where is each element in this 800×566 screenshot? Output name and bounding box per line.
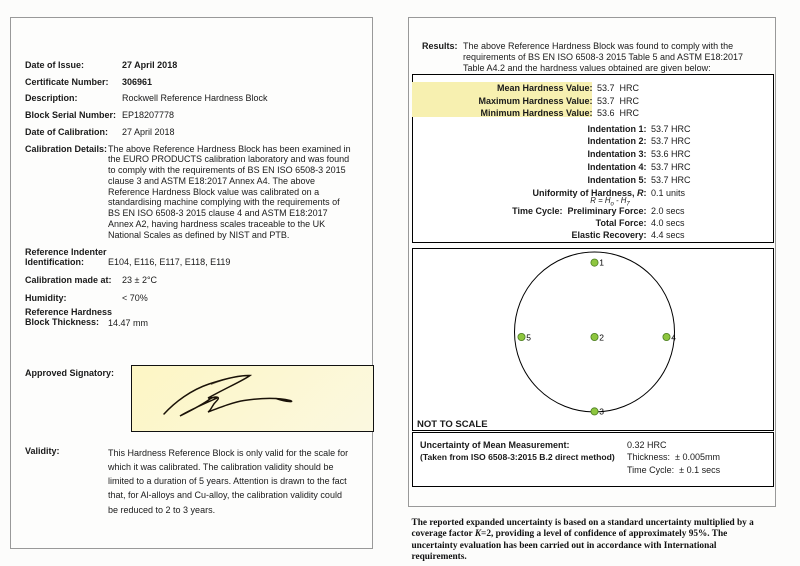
svg-text:4: 4 [671,333,676,343]
svg-text:1: 1 [599,258,604,268]
svg-text:3: 3 [599,407,604,417]
svg-text:5: 5 [526,333,531,343]
svg-text:2: 2 [599,333,604,343]
